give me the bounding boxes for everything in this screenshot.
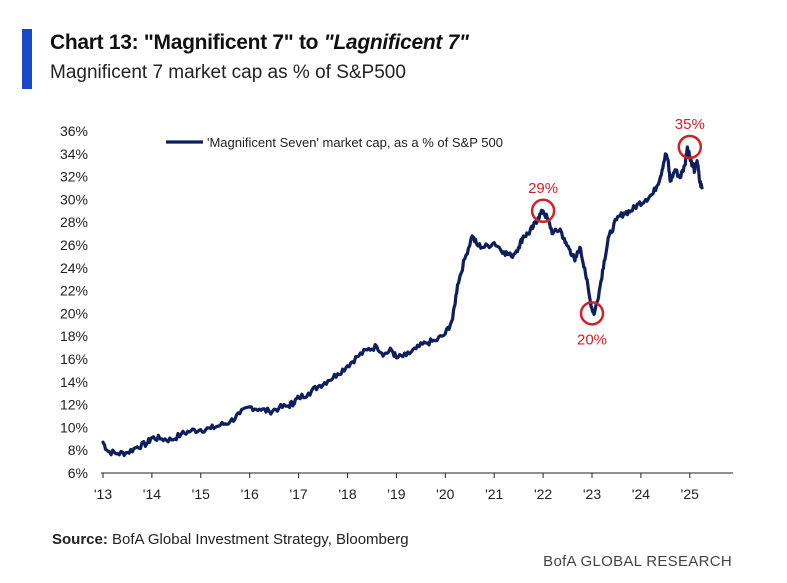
annotation-label: 29% (528, 180, 558, 197)
y-tick-label: 28% (60, 214, 88, 230)
x-tick-label: '19 (387, 486, 405, 502)
x-tick-label: '15 (192, 486, 210, 502)
x-axis: '13 '14 '15 '16 '17 '18 '19 '20 '21 '22 '23 '24 '25 (94, 473, 699, 502)
y-tick-label: 6% (68, 465, 88, 481)
source-text: BofA Global Investment Strategy, Bloombe… (107, 531, 409, 548)
series-line (101, 145, 704, 458)
y-tick-label: 10% (60, 419, 88, 435)
x-tick-label: '21 (485, 486, 503, 502)
x-tick-label: '18 (338, 486, 356, 502)
y-tick-label: 34% (60, 146, 88, 162)
y-tick-label: 36% (60, 123, 88, 139)
y-tick-label: 26% (60, 237, 88, 253)
annotation-label: 35% (675, 116, 705, 133)
y-tick-label: 14% (60, 374, 88, 390)
y-tick-label: 30% (60, 191, 88, 207)
legend: 'Magnificent Seven' market cap, as a % o… (166, 135, 503, 150)
annotation-circle (530, 198, 556, 224)
x-tick-label: '14 (143, 486, 161, 502)
accent-bar (22, 29, 32, 89)
legend-label: 'Magnificent Seven' market cap, as a % o… (207, 135, 503, 150)
chart-title-prefix: Chart 13: "Magnificent 7" to (50, 31, 324, 54)
y-tick-label: 24% (60, 260, 88, 276)
chart-title: Chart 13: "Magnificent 7" to "Lagnificen… (50, 31, 469, 55)
x-tick-label: '24 (632, 486, 650, 502)
source-note: Source: BofA Global Investment Strategy,… (52, 531, 409, 548)
chart-title-italic: "Lagnificent 7" (323, 31, 469, 54)
x-tick-label: '25 (681, 486, 699, 502)
y-tick-label: 16% (60, 351, 88, 367)
chart-subtitle: Magnificent 7 market cap as % of S&P500 (50, 62, 406, 83)
annotation-circle (677, 134, 703, 160)
x-tick-label: '22 (534, 486, 552, 502)
y-tick-label: 22% (60, 283, 88, 299)
source-label: Source: (52, 531, 108, 548)
annotations: 29% 20% 35% (528, 116, 705, 348)
annotation-circle (579, 301, 605, 326)
brand-label: BofA GLOBAL RESEARCH (543, 553, 732, 570)
y-axis: 6% 8% 10% 12% 14% 16% 18% 20% 22% 24% 26% 28% 30% 32%… (60, 123, 88, 481)
y-tick-label: 20% (60, 305, 88, 321)
x-tick-label: '17 (289, 486, 307, 502)
annotation-label: 20% (577, 331, 607, 348)
x-tick-label: '16 (241, 486, 259, 502)
y-tick-label: 8% (68, 442, 88, 458)
line-chart: 6% 8% 10% 12% 14% 16% 18% 20% 22% 24% 26% 28% 30% 32%… (60, 116, 733, 502)
x-tick-label: '23 (583, 486, 601, 502)
y-tick-label: 12% (60, 397, 88, 413)
x-tick-label: '13 (94, 486, 112, 502)
y-tick-label: 32% (60, 169, 88, 185)
x-tick-label: '20 (436, 486, 454, 502)
y-tick-label: 18% (60, 328, 88, 344)
